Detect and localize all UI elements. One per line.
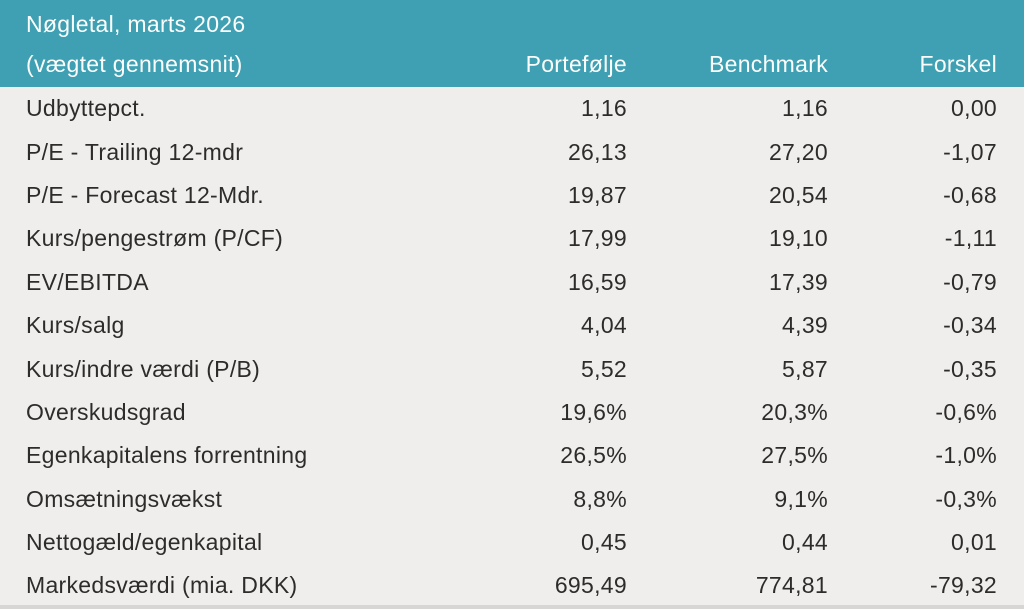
portfolio-value: 695,49 (554, 572, 627, 599)
table-row: Omsætningsvækst 8,8% 9,1% -0,3% (26, 478, 997, 521)
table-row: P/E - Trailing 12-mdr 26,13 27,20 -1,07 (26, 130, 997, 173)
benchmark-value: 5,87 (782, 355, 828, 382)
benchmark-value: 20,3% (761, 398, 828, 425)
metric-label: Kurs/indre værdi (P/B) (26, 355, 261, 382)
table-row: Kurs/indre værdi (P/B) 5,52 5,87 -0,35 (26, 347, 997, 390)
metric-label: Egenkapitalens forrentning (26, 442, 308, 469)
difference-value: -1,11 (944, 225, 997, 252)
portfolio-value: 26,13 (567, 138, 627, 165)
benchmark-value: 0,44 (782, 529, 828, 556)
benchmark-value: 17,39 (768, 268, 828, 295)
table-row: Nettogæld/egenkapital 0,45 0,44 0,01 (26, 521, 997, 564)
metric-label: Nettogæld/egenkapital (26, 529, 263, 556)
table-row: Udbyttepct. 1,16 1,16 0,00 (26, 87, 997, 130)
benchmark-value: 19,10 (768, 225, 828, 252)
difference-value: 0,00 (951, 95, 997, 122)
table-row: Markedsværdi (mia. DKK) 695,49 774,81 -7… (26, 564, 997, 607)
table-row: Overskudsgrad 19,6% 20,3% -0,6% (26, 391, 997, 434)
difference-value: -0,68 (943, 181, 997, 208)
portfolio-value: 19,6% (560, 398, 627, 425)
portfolio-value: 17,99 (567, 225, 627, 252)
metric-label: Omsætningsvækst (26, 485, 223, 512)
page-title: Nøgletal, marts 2026 (26, 11, 246, 37)
difference-value: -79,32 (929, 572, 997, 599)
difference-value: -1,07 (943, 138, 997, 165)
table-row: EV/EBITDA 16,59 17,39 -0,79 (26, 261, 997, 304)
benchmark-value: 27,5% (761, 442, 828, 469)
benchmark-value: 4,39 (782, 312, 828, 339)
difference-value: -0,79 (943, 268, 997, 295)
table-row: Egenkapitalens forrentning 26,5% 27,5% -… (26, 434, 997, 477)
column-header-difference: Forskel (919, 51, 997, 77)
benchmark-value: 20,54 (768, 181, 828, 208)
difference-value: -0,6% (935, 398, 997, 425)
column-header-benchmark: Benchmark (708, 51, 828, 77)
benchmark-value: 1,16 (782, 95, 828, 122)
metric-label: Overskudsgrad (26, 398, 186, 425)
table-row: P/E - Forecast 12-Mdr. 19,87 20,54 -0,68 (26, 174, 997, 217)
metric-label: P/E - Forecast 12-Mdr. (26, 181, 264, 208)
metric-label: Kurs/pengestrøm (P/CF) (26, 225, 284, 252)
table-body: Udbyttepct. 1,16 1,16 0,00 P/E - Trailin… (0, 87, 1024, 608)
portfolio-value: 8,8% (573, 485, 627, 512)
metric-label: Markedsværdi (mia. DKK) (26, 572, 298, 599)
column-header-row: (vægtet gennemsnit) Portefølje Benchmark… (26, 50, 997, 78)
column-header-portfolio: Portefølje (525, 51, 627, 77)
difference-value: 0,01 (951, 529, 997, 556)
difference-value: -0,35 (943, 355, 997, 382)
metric-label: EV/EBITDA (26, 268, 149, 295)
portfolio-value: 4,04 (581, 312, 627, 339)
portfolio-value: 5,52 (581, 355, 627, 382)
difference-value: -0,34 (943, 312, 997, 339)
bottom-divider (0, 605, 1024, 609)
portfolio-value: 0,45 (581, 529, 627, 556)
benchmark-value: 9,1% (774, 485, 828, 512)
metric-label: P/E - Trailing 12-mdr (26, 138, 244, 165)
metric-label: Udbyttepct. (26, 95, 146, 122)
table-row: Kurs/pengestrøm (P/CF) 17,99 19,10 -1,11 (26, 217, 997, 260)
benchmark-value: 774,81 (755, 572, 828, 599)
table-subtitle: (vægtet gennemsnit) (26, 51, 243, 77)
portfolio-value: 19,87 (567, 181, 627, 208)
benchmark-value: 27,20 (768, 138, 828, 165)
metric-label: Kurs/salg (26, 312, 125, 339)
portfolio-value: 1,16 (581, 95, 627, 122)
portfolio-value: 26,5% (560, 442, 627, 469)
table-header: Nøgletal, marts 2026 (vægtet gennemsnit)… (0, 0, 1024, 87)
table-row: Kurs/salg 4,04 4,39 -0,34 (26, 304, 997, 347)
portfolio-value: 16,59 (567, 268, 627, 295)
difference-value: -1,0% (935, 442, 997, 469)
difference-value: -0,3% (935, 485, 997, 512)
